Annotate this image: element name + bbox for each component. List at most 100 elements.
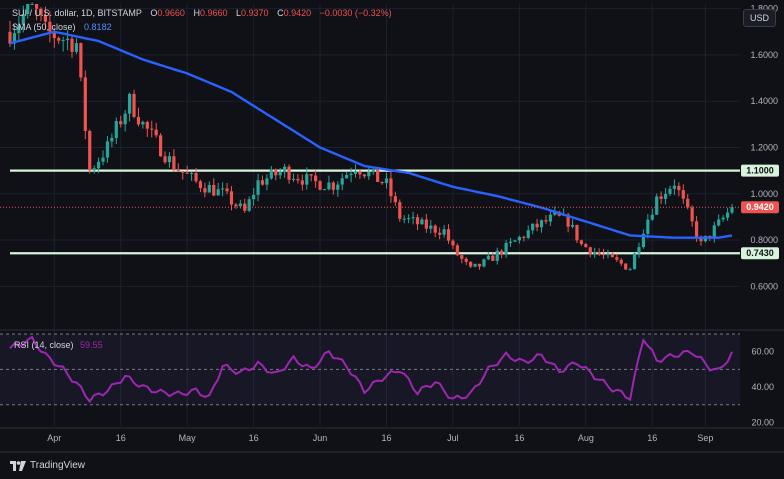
x-tick-label: Sep xyxy=(697,433,713,443)
y-tick-label: 1.4000 xyxy=(750,96,778,106)
rsi-tick-label: 20.00 xyxy=(751,417,774,427)
candle-body xyxy=(393,196,397,203)
candle-body xyxy=(659,196,663,199)
rsi-panel xyxy=(0,333,740,406)
candle-body xyxy=(57,38,61,41)
candle-body xyxy=(380,181,384,184)
rsi-band-fill xyxy=(0,334,740,405)
candle-body xyxy=(624,263,628,270)
candle-body xyxy=(221,188,225,190)
candle-body xyxy=(163,156,167,163)
tradingview-logo[interactable]: TradingView xyxy=(10,460,85,471)
candle-body xyxy=(234,204,238,207)
x-tick-label: Apr xyxy=(47,433,61,443)
candle-body xyxy=(43,15,48,22)
candle-body xyxy=(136,116,141,125)
candle-body xyxy=(548,214,552,222)
candle-body xyxy=(123,113,127,125)
candle-body xyxy=(650,214,654,220)
candle-body xyxy=(362,174,366,177)
candle-body xyxy=(424,219,428,229)
candle-body xyxy=(21,14,25,25)
candle-body xyxy=(407,218,411,220)
candle-body xyxy=(260,180,265,185)
ohlc-legend: SUI / U.S. dollar, 1D, BITSTAMP O0.9660 … xyxy=(12,8,398,18)
y-tick-label: 1.6000 xyxy=(750,50,778,60)
x-tick-label: 16 xyxy=(116,433,126,443)
candle-body xyxy=(495,250,499,261)
candle-body xyxy=(127,93,132,114)
candle-body xyxy=(349,173,353,175)
candle-body xyxy=(336,184,340,190)
candle-body xyxy=(252,194,256,200)
rsi-value: 59.55 xyxy=(80,340,103,350)
candle-body xyxy=(539,220,544,228)
low-value: L0.9370 xyxy=(236,8,269,18)
candle-body xyxy=(8,31,12,44)
candle-body xyxy=(699,238,703,242)
x-tick-label: Jun xyxy=(313,433,328,443)
y-tick-label: 1.0000 xyxy=(750,189,778,199)
candle-body xyxy=(584,244,588,248)
axes: Apr 16 May 16 Jun 16 Jul 16 Aug 16 Sep xyxy=(47,433,713,443)
sma-value: 0.8182 xyxy=(84,22,112,32)
price-badges: 1.1000 0.7430 0.9420 xyxy=(0,164,779,260)
candle-body xyxy=(628,269,632,271)
candle-body xyxy=(114,121,118,138)
candle-body xyxy=(132,93,136,117)
candle-body xyxy=(690,207,694,222)
candle-body xyxy=(663,193,668,199)
x-tick-label: May xyxy=(179,433,197,443)
candle-body xyxy=(52,31,56,39)
candle-body xyxy=(535,223,539,228)
symbol-label: SUI / U.S. dollar, 1D, BITSTAMP xyxy=(12,8,142,18)
candle-body xyxy=(256,180,260,195)
candle-body xyxy=(274,169,278,176)
horizontal-levels xyxy=(10,169,740,255)
candle-body xyxy=(610,253,615,258)
candle-body xyxy=(442,229,446,235)
level-badge: 0.7430 xyxy=(746,248,774,258)
candle-body xyxy=(26,4,30,15)
candle-body xyxy=(513,240,517,242)
y-tick-label: 0.6000 xyxy=(750,281,778,291)
candle-body xyxy=(300,180,304,185)
rsi-tick-label: 60.00 xyxy=(751,347,774,357)
y-axis-ticks: 1.8000 1.6000 1.4000 1.2000 1.0000 0.8000 0.60… xyxy=(750,4,778,428)
candle-body xyxy=(61,40,65,42)
candle-body xyxy=(296,178,300,181)
sma-line xyxy=(9,30,733,239)
candle-body xyxy=(522,236,526,238)
candle-body xyxy=(96,161,101,169)
candle-body xyxy=(12,33,17,44)
open-value: O0.9660 xyxy=(150,8,185,18)
candle-body xyxy=(110,137,114,142)
candle-body xyxy=(154,129,158,136)
candle-body xyxy=(172,156,176,171)
candle-body xyxy=(216,189,220,196)
rsi-tick-label: 40.00 xyxy=(751,382,774,392)
candle-body xyxy=(167,156,172,163)
candle-body xyxy=(730,207,734,213)
candles xyxy=(8,2,734,271)
x-tick-label: Jul xyxy=(447,433,459,443)
candle-body xyxy=(655,196,659,215)
candle-body xyxy=(39,8,43,16)
currency-button[interactable]: USD xyxy=(742,9,776,27)
candle-body xyxy=(482,259,486,267)
x-tick-label: 16 xyxy=(381,433,391,443)
candle-body xyxy=(455,245,459,256)
candle-body xyxy=(384,178,389,184)
sma-label: SMA (50, close) xyxy=(12,22,76,32)
candle-body xyxy=(291,178,296,180)
candle-body xyxy=(203,188,207,193)
candle-body xyxy=(415,217,420,225)
candle-body xyxy=(17,24,21,34)
candle-body xyxy=(593,251,597,255)
candle-body xyxy=(159,135,163,157)
candle-body xyxy=(305,174,309,185)
candle-body xyxy=(433,225,437,233)
candle-body xyxy=(677,185,681,191)
candle-body xyxy=(579,240,583,245)
